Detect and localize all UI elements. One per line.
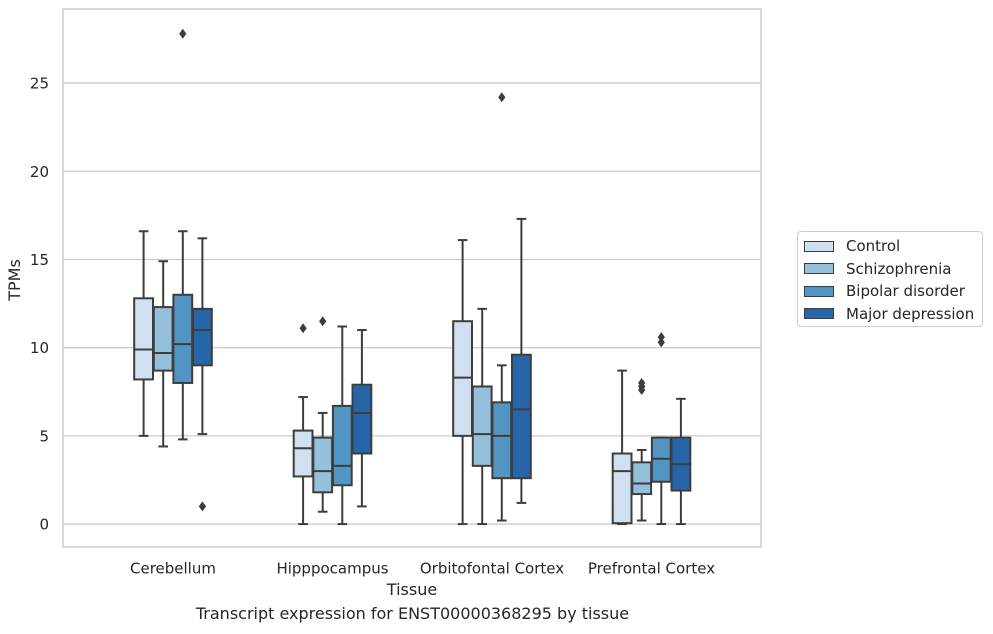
box-body (172, 293, 194, 384)
legend-label: Major depression (846, 304, 975, 323)
legend-label: Bipolar disorder (846, 282, 965, 301)
box-body (631, 461, 653, 496)
box-orbitofontal-cortex-schizophrenia (471, 307, 493, 526)
box-orbitofontal-cortex-control (452, 239, 474, 526)
outlier-point (657, 337, 665, 348)
y-tick-label: 5 (39, 427, 49, 445)
box-prefrontal-cortex-bipolar-disorder (650, 332, 672, 526)
box-cerebellum-control (133, 230, 154, 437)
legend-swatch (804, 285, 834, 297)
y-tick-label: 25 (30, 75, 49, 93)
x-tick-label: Prefrontal Cortex (588, 560, 715, 578)
y-tick-label: 20 (30, 163, 49, 181)
box-hipppocampus-major-depression (351, 329, 373, 508)
chart-caption: Transcript expression for ENST0000036829… (195, 604, 630, 623)
box-body (152, 306, 174, 372)
legend-item-bipolar-disorder: Bipolar disorder (804, 280, 982, 303)
box-prefrontal-cortex-schizophrenia (631, 377, 653, 522)
box-body (312, 436, 334, 494)
box-prefrontal-cortex-control (611, 369, 633, 526)
x-tick-label: Cerebellum (130, 560, 216, 578)
x-tick-label: Orbitofontal Cortex (420, 560, 564, 578)
y-tick-label: 0 (39, 516, 49, 534)
legend-swatch (804, 263, 834, 275)
box-body (351, 383, 373, 455)
x-axis-title: Tissue (386, 580, 437, 599)
legend-item-schizophrenia: Schizophrenia (804, 258, 982, 281)
box-body (491, 401, 513, 480)
box-orbitofontal-cortex-major-depression (511, 217, 532, 504)
box-prefrontal-cortex-major-depression (670, 397, 692, 526)
y-tick-label: 10 (30, 339, 49, 357)
box-hipppocampus-bipolar-disorder (331, 325, 353, 526)
box-body (133, 297, 154, 381)
box-cerebellum-bipolar-disorder (172, 28, 194, 441)
box-body (192, 307, 213, 367)
box-orbitofontal-cortex-bipolar-disorder (491, 92, 513, 522)
legend-label: Schizophrenia (846, 259, 952, 278)
legend-label: Control (846, 237, 901, 256)
box-body (331, 404, 353, 487)
outlier-point (299, 323, 307, 334)
outlier-point (198, 501, 206, 512)
plot-area-frame (62, 8, 762, 548)
box-body (292, 429, 314, 478)
box-hipppocampus-schizophrenia (312, 316, 334, 513)
outlier-point (179, 28, 187, 39)
x-tick-label: Hipppocampus (276, 560, 388, 578)
legend-item-major-depression: Major depression (804, 303, 982, 326)
outlier-point (319, 316, 327, 327)
legend-swatch (804, 240, 834, 252)
legend-swatch (804, 308, 834, 320)
box-hipppocampus-control (292, 323, 314, 526)
box-body (511, 353, 532, 480)
outlier-point (657, 332, 665, 343)
y-axis-title: TPMs (5, 259, 24, 302)
box-cerebellum-major-depression (192, 237, 213, 512)
box-body (611, 452, 633, 525)
outlier-point (498, 92, 506, 103)
outlier-point (638, 377, 646, 388)
box-cerebellum-schizophrenia (152, 260, 174, 448)
box-body (471, 385, 493, 467)
y-tick-label: 15 (30, 251, 49, 269)
legend-item-control: Control (804, 235, 982, 258)
legend: Control Schizophrenia Bipolar disorder M… (797, 231, 983, 327)
